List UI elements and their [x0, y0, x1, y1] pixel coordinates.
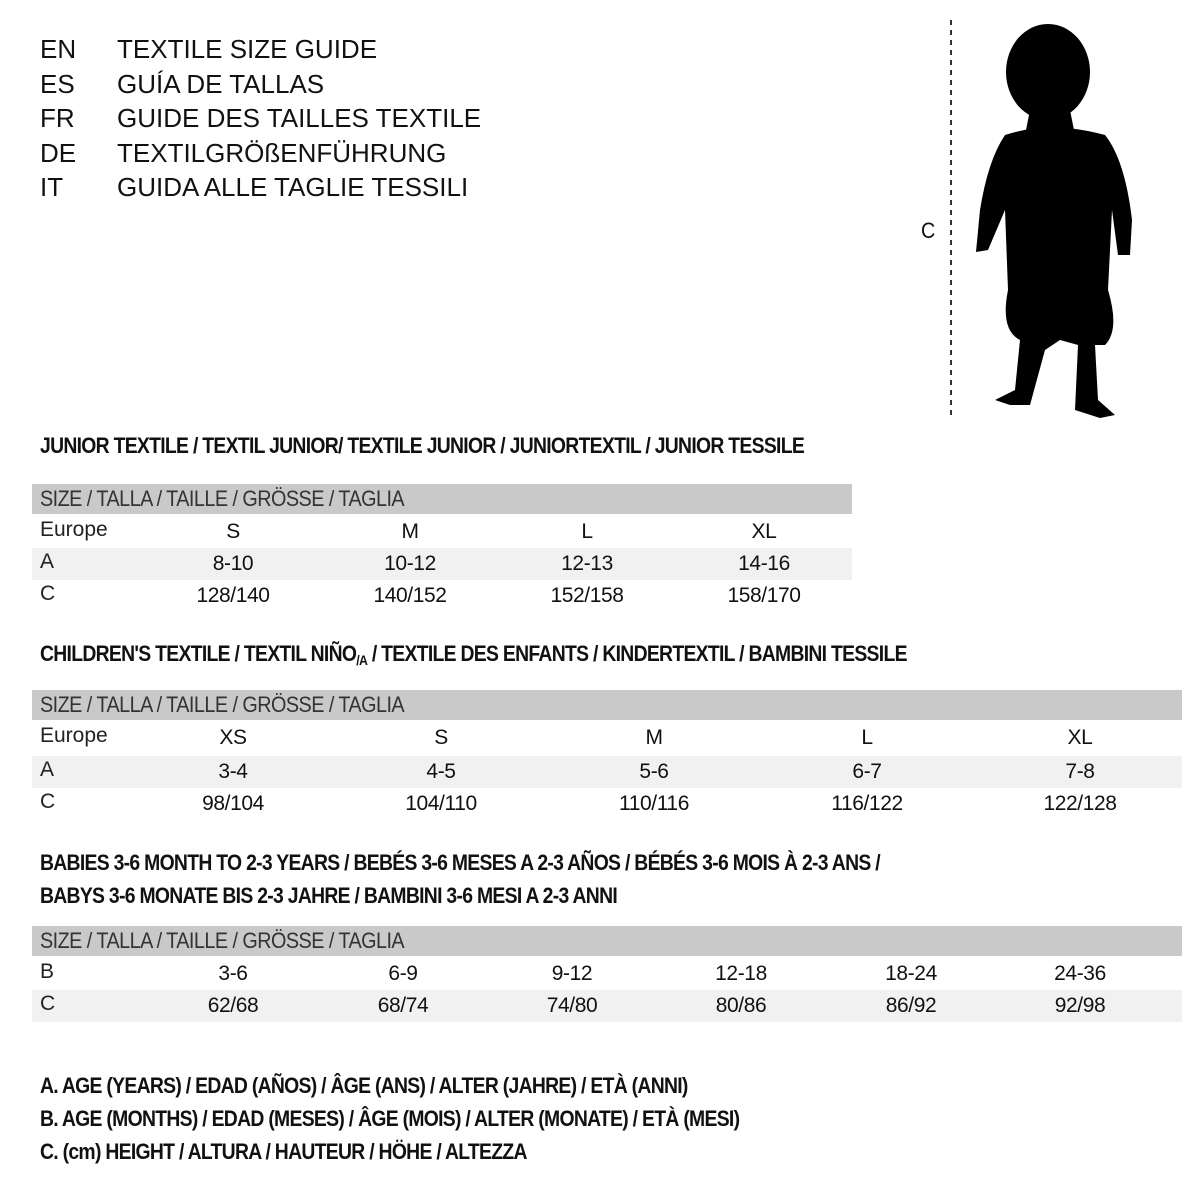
children-title-main: CHILDREN'S TEXTILE / TEXTIL NIÑO — [40, 641, 357, 666]
table-header-label: SIZE / TALLA / TAILLE / GRÖSSE / TAGLIA — [40, 928, 405, 953]
table-row: A 8-10 10-12 12-13 14-16 — [32, 548, 852, 580]
table-cell: M — [401, 520, 419, 543]
table-cell: 140/152 — [373, 584, 447, 607]
table-row: A 3-4 4-5 5-6 6-7 7-8 — [32, 756, 1182, 788]
table-cell: L — [581, 520, 593, 543]
table-cell: 158/170 — [727, 584, 801, 607]
table-cell: 128/140 — [196, 584, 270, 607]
table-cell: 98/104 — [202, 792, 264, 815]
table-cell: 152/158 — [550, 584, 624, 607]
children-title-sub: /A — [356, 652, 368, 668]
table-row: Europe S M L XL — [32, 516, 852, 548]
table-cell: L — [861, 726, 873, 749]
table-cell: 6-9 — [388, 962, 418, 985]
legend-c: C. (cm) HEIGHT / ALTURA / HAUTEUR / HÖHE… — [40, 1139, 527, 1164]
height-measure-label: C — [921, 218, 935, 243]
table-header-label: SIZE / TALLA / TAILLE / GRÖSSE / TAGLIA — [40, 486, 405, 511]
row-label: C — [40, 790, 56, 813]
table-cell: 122/128 — [1043, 792, 1117, 815]
babies-section-title-line2: BABYS 3-6 MONATE BIS 2-3 JAHRE / BAMBINI… — [40, 883, 618, 908]
junior-section-title: JUNIOR TEXTILE / TEXTIL JUNIOR/ TEXTILE … — [40, 433, 805, 458]
table-row: C 128/140 140/152 152/158 158/170 — [32, 580, 852, 612]
legend-a: A. AGE (YEARS) / EDAD (AÑOS) / ÂGE (ANS)… — [40, 1073, 688, 1098]
table-cell: 62/68 — [207, 994, 259, 1017]
table-cell: 10-12 — [384, 552, 436, 575]
table-cell: 12-18 — [715, 962, 767, 985]
table-cell: 14-16 — [738, 552, 790, 575]
table-cell: 9-12 — [551, 962, 593, 985]
table-cell: 110/116 — [619, 792, 689, 815]
table-cell: 24-36 — [1054, 962, 1106, 985]
row-label: A — [40, 550, 55, 573]
language-title: TEXTILE SIZE GUIDE — [117, 34, 378, 64]
table-cell: 18-24 — [885, 962, 937, 985]
table-cell: 6-7 — [852, 760, 882, 783]
table-cell: 86/92 — [885, 994, 937, 1017]
table-header-label: SIZE / TALLA / TAILLE / GRÖSSE / TAGLIA — [40, 692, 405, 717]
children-section-title: CHILDREN'S TEXTILE / TEXTIL NIÑO/A / TEX… — [40, 641, 907, 668]
table-cell: 80/86 — [715, 994, 767, 1017]
language-title: TEXTILGRÖßENFÜHRUNG — [117, 137, 447, 168]
table-cell: 104/110 — [405, 792, 477, 815]
row-label: B — [40, 960, 55, 983]
table-cell: 3-6 — [218, 962, 248, 985]
table-header: SIZE / TALLA / TAILLE / GRÖSSE / TAGLIA — [32, 690, 1182, 720]
row-label: C — [40, 992, 56, 1015]
table-row: Europe XS S M L XL — [32, 722, 1182, 754]
children-title-rest: / TEXTILE DES ENFANTS / KINDERTEXTIL / B… — [367, 641, 908, 666]
table-cell: XS — [219, 726, 247, 749]
table-cell: S — [226, 520, 240, 543]
table-cell: 12-13 — [561, 552, 613, 575]
table-cell: XL — [751, 520, 777, 543]
row-label: A — [40, 758, 55, 781]
table-row: C 62/68 68/74 74/80 80/86 86/92 92/98 — [32, 990, 1182, 1022]
child-silhouette-icon — [950, 20, 1132, 418]
language-title: GUIDE DES TAILLES TEXTILE — [117, 103, 482, 133]
legend-b: B. AGE (MONTHS) / EDAD (MESES) / ÂGE (MO… — [40, 1106, 740, 1131]
table-cell: 5-6 — [639, 760, 669, 783]
table-cell: 74/80 — [546, 994, 598, 1017]
table-header: SIZE / TALLA / TAILLE / GRÖSSE / TAGLIA — [32, 484, 852, 514]
table-cell: 3-4 — [218, 760, 248, 783]
row-label: Europe — [40, 518, 108, 541]
table-cell: S — [434, 726, 448, 749]
language-code: EN — [40, 34, 77, 64]
language-code: IT — [40, 172, 64, 202]
table-cell: 7-8 — [1065, 760, 1095, 783]
language-code: DE — [40, 137, 77, 168]
table-cell: 8-10 — [212, 552, 254, 575]
language-code: FR — [40, 103, 75, 133]
table-cell: 116/122 — [831, 792, 903, 815]
language-title: GUÍA DE TALLAS — [117, 68, 325, 99]
table-cell: 68/74 — [377, 994, 429, 1017]
language-code: ES — [40, 68, 75, 99]
language-title: GUIDA ALLE TAGLIE TESSILI — [117, 172, 469, 202]
row-label: Europe — [40, 724, 108, 747]
table-row: C 98/104 104/110 110/116 116/122 122/128 — [32, 788, 1182, 820]
row-label: C — [40, 582, 56, 605]
babies-section-title-line1: BABIES 3-6 MONTH TO 2-3 YEARS / BEBÉS 3-… — [40, 850, 881, 875]
table-row: B 3-6 6-9 9-12 12-18 18-24 24-36 — [32, 958, 1182, 990]
table-cell: 92/98 — [1054, 994, 1106, 1017]
table-cell: M — [645, 726, 663, 749]
table-cell: 4-5 — [426, 760, 456, 783]
table-header: SIZE / TALLA / TAILLE / GRÖSSE / TAGLIA — [32, 926, 1182, 956]
table-cell: XL — [1067, 726, 1093, 749]
